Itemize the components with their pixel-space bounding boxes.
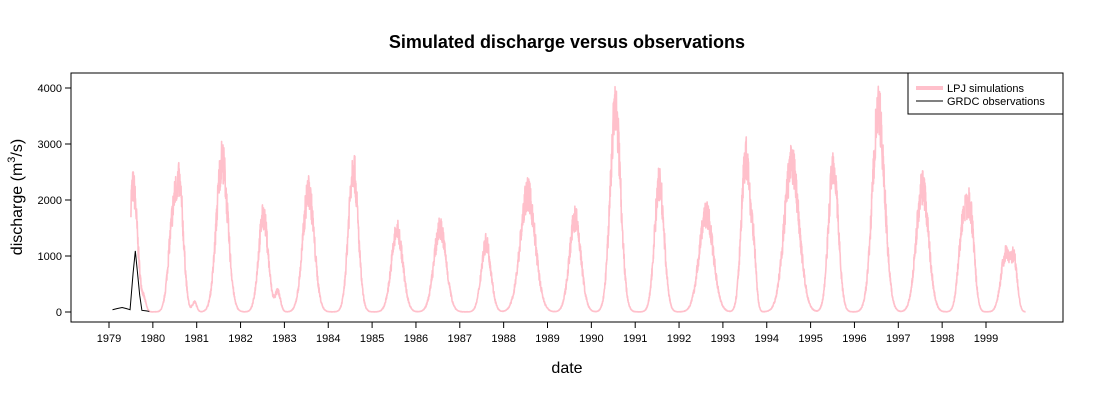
y-axis-label-main: discharge (m <box>9 163 26 255</box>
y-tick-label: 3000 <box>38 139 62 151</box>
x-axis-label: date <box>551 360 582 377</box>
x-tick-label: 1986 <box>404 333 428 345</box>
x-tick-label: 1982 <box>228 333 252 345</box>
legend-label-grdc: GRDC observations <box>947 96 1045 108</box>
x-tick-label: 1994 <box>755 333 779 345</box>
x-tick-label: 1983 <box>272 333 296 345</box>
x-tick-label: 1998 <box>930 333 954 345</box>
lpj-simulations-series <box>130 85 1027 313</box>
grdc-observations-series <box>112 250 150 312</box>
x-axis: 1979 1980 1981 1982 1983 1984 1985 1986 1987 1988… <box>97 322 998 345</box>
x-tick-label: 1997 <box>886 333 910 345</box>
plot-frame <box>70 72 1064 323</box>
chart-title: Simulated discharge versus observations <box>389 32 745 52</box>
plot-area <box>70 72 1064 323</box>
x-tick-label: 1979 <box>97 333 121 345</box>
y-tick-label: 2000 <box>38 195 62 207</box>
y-axis: 0 1000 2000 3000 4000 <box>38 83 71 319</box>
grdc-observations-line <box>112 250 150 312</box>
y-tick-label: 4000 <box>38 83 62 95</box>
x-tick-label: 1995 <box>798 333 822 345</box>
x-tick-label: 1980 <box>141 333 165 345</box>
y-tick-label: 1000 <box>38 251 62 263</box>
x-tick-label: 1991 <box>623 333 647 345</box>
legend-label-lpj: LPJ simulations <box>947 83 1025 95</box>
x-tick-label: 1989 <box>535 333 559 345</box>
x-tick-label: 1984 <box>316 333 340 345</box>
x-tick-label: 1988 <box>491 333 515 345</box>
x-tick-label: 1996 <box>842 333 866 345</box>
x-tick-label: 1990 <box>579 333 603 345</box>
x-tick-label: 1985 <box>360 333 384 345</box>
y-axis-label: discharge (m3/s) <box>6 139 26 255</box>
x-tick-label: 1993 <box>711 333 735 345</box>
x-tick-label: 1999 <box>974 333 998 345</box>
x-tick-label: 1987 <box>448 333 472 345</box>
y-axis-label-superscript: 3 <box>6 157 18 163</box>
x-tick-label: 1992 <box>667 333 691 345</box>
legend-box <box>907 72 1064 115</box>
x-tick-label: 1981 <box>184 333 208 345</box>
y-axis-label-end: /s) <box>9 139 26 157</box>
y-tick-label: 0 <box>56 307 62 319</box>
legend: LPJ simulations GRDC observations <box>907 72 1064 115</box>
lpj-simulations-line <box>130 85 1027 313</box>
